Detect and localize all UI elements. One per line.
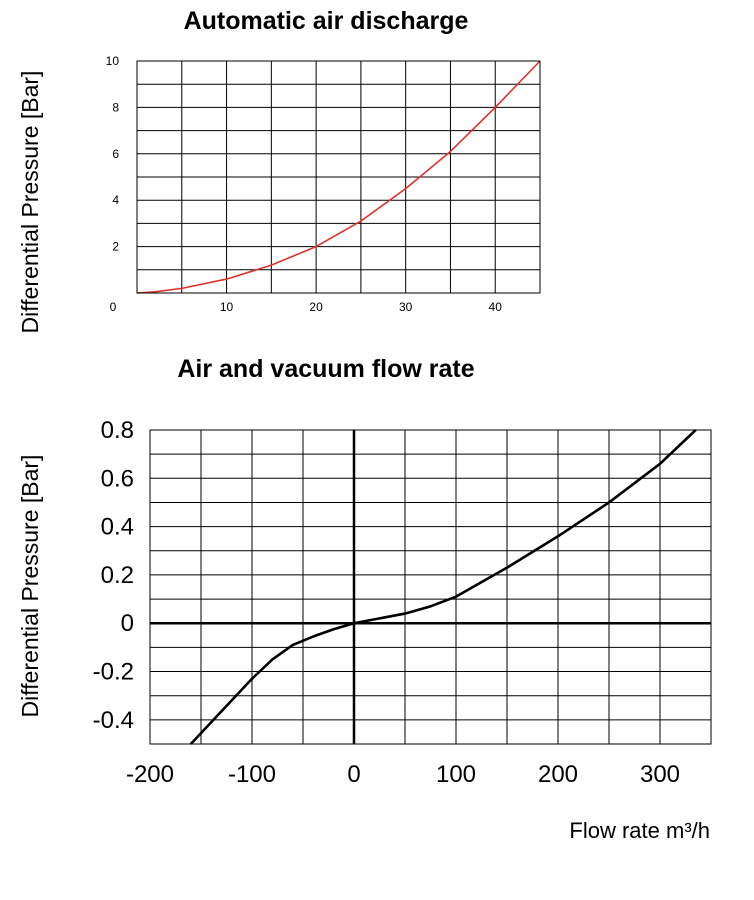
- chart2-y-axis-label: Differential Pressure [Bar]: [17, 455, 43, 718]
- chart2-y-tick-label: -0.2: [93, 659, 134, 686]
- chart1-x-tick-label: 20: [309, 300, 323, 314]
- chart2-x-tick-label: 300: [640, 761, 680, 788]
- chart2-zero-axes: [150, 430, 711, 744]
- chart1-x-tick-label: 30: [399, 300, 413, 314]
- chart1-y-tick-label: 4: [112, 193, 119, 207]
- chart1-y-tick-label: 2: [112, 240, 119, 254]
- chart1-series-line: [136, 60, 541, 294]
- chart1-y-tick-label: 6: [112, 147, 119, 161]
- chart1-plot-frame: [136, 60, 541, 294]
- chart1-tick-labels: 10 20 30 40 2 4 6 8 10: [106, 54, 503, 314]
- chart2-x-tick-label: 0: [347, 761, 360, 788]
- chart2-series-line: [189, 429, 697, 745]
- chart1-title: Automatic air discharge: [184, 7, 469, 35]
- chart2-x-axis-label: Flow rate m³/h: [569, 818, 710, 843]
- chart2-y-tick-label: 0: [121, 610, 134, 637]
- chart2-y-tick-label: 0.6: [101, 465, 134, 492]
- chart2-tick-labels: -200 -100 0 100 200 300 0.8 0.6 0.4 0.2 0 -0.2 -0.4: [93, 417, 680, 788]
- chart-automatic-air-discharge: Automatic air discharge Differential Pre…: [17, 7, 541, 334]
- chart1-y-axis-label: Differential Pressure [Bar]: [17, 71, 43, 334]
- chart2-x-tick-label: 200: [538, 761, 578, 788]
- chart2-y-tick-label: 0.4: [101, 514, 134, 541]
- chart1-series: [136, 60, 541, 294]
- chart2-x-tick-label: -100: [228, 761, 276, 788]
- chart1-grid: [137, 61, 540, 293]
- chart2-y-tick-label: 0.2: [101, 562, 134, 589]
- chart1-x-tick-label: 10: [220, 300, 234, 314]
- chart1-x-tick-label: 40: [489, 300, 503, 314]
- chart1-y-tick-label: 10: [106, 54, 120, 68]
- chart1-y-tick-label: 8: [112, 100, 119, 114]
- chart2-x-tick-label: -200: [126, 761, 174, 788]
- chart2-title: Air and vacuum flow rate: [177, 355, 474, 383]
- chart-air-and-vacuum-flow-rate: Air and vacuum flow rate Differential Pr…: [17, 355, 712, 843]
- chart2-series: [189, 429, 697, 745]
- chart1-origin-label: 0: [110, 300, 117, 314]
- chart2-y-tick-label: -0.4: [93, 707, 134, 734]
- chart2-x-tick-label: 100: [436, 761, 476, 788]
- chart2-y-tick-label: 0.8: [101, 417, 134, 444]
- chart2-plot-frame: [149, 429, 712, 745]
